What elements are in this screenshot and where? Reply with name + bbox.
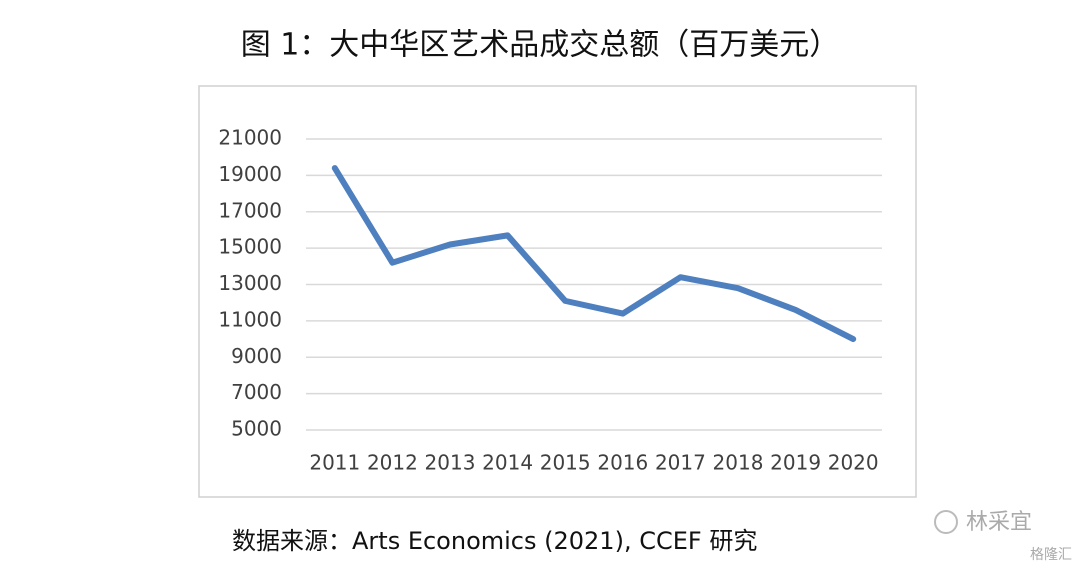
y-tick-label: 21000: [218, 126, 282, 150]
chart-frame: [198, 85, 917, 498]
x-tick-label: 2017: [655, 451, 706, 475]
x-tick-label: 2012: [367, 451, 418, 475]
x-tick-label: 2018: [713, 451, 764, 475]
y-tick-label: 13000: [218, 271, 282, 295]
y-tick-label: 17000: [218, 198, 282, 222]
y-tick-label: 5000: [231, 417, 282, 441]
y-tick-label: 15000: [218, 235, 282, 259]
y-tick-label: 9000: [231, 344, 282, 368]
chart-title: 图 1：大中华区艺术品成交总额（百万美元）: [241, 28, 840, 63]
wechat-icon: [934, 510, 958, 534]
x-tick-label: 2011: [309, 451, 360, 475]
x-tick-label: 2015: [540, 451, 591, 475]
y-tick-label: 11000: [218, 307, 282, 331]
x-tick-label: 2020: [828, 451, 879, 475]
x-tick-label: 2013: [425, 451, 476, 475]
x-tick-label: 2014: [482, 451, 533, 475]
source-note: 数据来源：Arts Economics (2021), CCEF 研究: [232, 527, 757, 555]
line: [331, 165, 857, 343]
y-tick-label: 19000: [218, 162, 282, 186]
watermark-author: 林采宜: [966, 510, 1032, 535]
y-tick-label: 7000: [231, 380, 282, 404]
watermark-platform: 格隆汇: [1030, 547, 1072, 563]
x-tick-label: 2019: [770, 451, 821, 475]
x-tick-label: 2016: [597, 451, 648, 475]
